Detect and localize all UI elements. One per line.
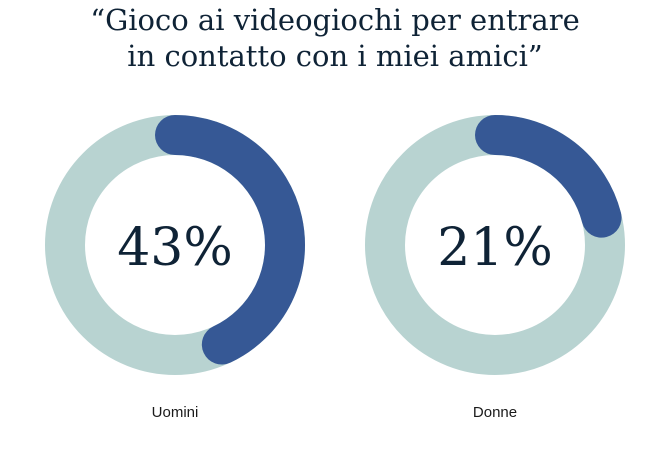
donut-value-arc [475, 115, 622, 238]
donut-value-label: 21% [437, 218, 553, 278]
donut-value-arc [155, 115, 305, 365]
donut-label-donne: Donne [472, 404, 518, 421]
donut-label-uomini: Uomini [151, 404, 199, 421]
title-line-2: in contatto con i miei amici” [127, 39, 543, 73]
donut-value-label: 43% [117, 218, 233, 278]
title-line-1: “Gioco ai videogiochi per entrare [90, 3, 580, 37]
chart-title: “Gioco ai videogiochi per entrare in con… [0, 2, 670, 74]
